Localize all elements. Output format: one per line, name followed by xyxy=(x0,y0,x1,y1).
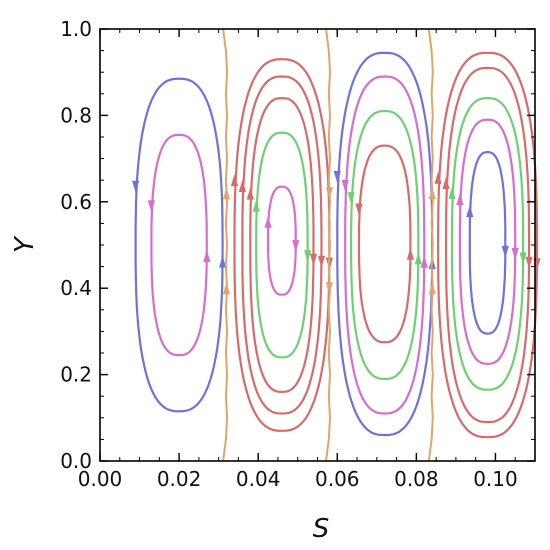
flow-arrow xyxy=(132,180,140,193)
separatrix-arrow xyxy=(325,282,333,295)
y-tick-label: 0.2 xyxy=(60,363,92,387)
flow-arrow xyxy=(347,192,355,205)
x-tick-label: 0.02 xyxy=(157,467,202,491)
flow-arrow xyxy=(304,250,312,263)
separatrix-arrow xyxy=(428,282,436,295)
flow-arrow xyxy=(511,248,519,260)
plot-area xyxy=(132,28,541,462)
flow-arrow xyxy=(442,177,450,189)
streamline-loop xyxy=(255,131,309,359)
flow-arrow xyxy=(317,255,326,268)
streamline-loop xyxy=(241,75,323,415)
streamline-loop xyxy=(468,150,507,335)
flow-arrow xyxy=(456,193,464,205)
flow-arrow xyxy=(420,255,428,268)
y-tick-label: 0.0 xyxy=(60,449,92,473)
streamline-loop xyxy=(458,118,517,365)
streamline-loop xyxy=(134,77,224,413)
separatrix-line xyxy=(325,28,332,462)
flow-arrow xyxy=(333,171,341,183)
x-tick-label: 0.08 xyxy=(394,467,439,491)
flow-arrow xyxy=(230,174,239,186)
streamline-loop xyxy=(233,58,331,432)
flow-arrow xyxy=(406,247,414,260)
separatrix-line xyxy=(222,28,229,462)
flow-arrow xyxy=(341,180,349,192)
flow-arrow xyxy=(525,256,533,269)
y-tick-label: 0.6 xyxy=(60,190,92,214)
y-axis-title: Y xyxy=(10,235,40,253)
flow-arrow xyxy=(448,186,456,199)
axes: 0.00 0.02 0.04 0.06 0.08 0.10 0.0 0.2 0.4 0.6 0.8 1… xyxy=(60,17,536,491)
streamline-loop xyxy=(336,51,434,437)
x-tick-label: 0.04 xyxy=(236,467,281,491)
flow-arrow xyxy=(434,171,442,184)
flow-arrow xyxy=(466,205,474,218)
separatrix-arrow xyxy=(222,282,231,295)
streamline-loop xyxy=(350,109,420,381)
x-tick-label: 0.10 xyxy=(473,467,518,491)
y-tick-label: 1.0 xyxy=(60,17,92,41)
flow-arrow xyxy=(219,255,227,268)
streamline-loop xyxy=(249,96,315,394)
separatrix-arrow xyxy=(325,187,333,200)
flow-arrow xyxy=(414,252,422,265)
streamline-loop xyxy=(444,66,531,424)
streamline-loop xyxy=(450,96,525,391)
x-tick-label: 0.06 xyxy=(315,467,360,491)
flow-arrow xyxy=(264,215,272,228)
streamline-loop xyxy=(267,185,297,296)
flow-arrow xyxy=(309,253,318,266)
flow-arrow xyxy=(246,187,254,200)
flow-arrow xyxy=(292,240,300,253)
flow-arrow xyxy=(238,180,246,192)
y-tick-label: 0.8 xyxy=(60,103,92,127)
separatrix-line xyxy=(427,28,434,462)
flow-arrow xyxy=(147,200,155,213)
streamline-loop xyxy=(344,75,426,415)
y-tick-label: 0.4 xyxy=(60,276,92,300)
flow-arrow xyxy=(252,199,260,212)
flow-arrow xyxy=(203,250,211,262)
streamline-loop xyxy=(436,51,539,439)
flow-arrow xyxy=(501,245,509,258)
flow-arrow xyxy=(519,252,527,265)
x-axis-title: S xyxy=(313,514,330,544)
streamline-loop xyxy=(150,133,208,357)
streamline-loop xyxy=(357,144,412,344)
separatrix-arrow xyxy=(222,187,231,200)
x-tick-label: 0.00 xyxy=(78,467,123,491)
flow-arrow xyxy=(355,203,363,216)
separatrix-arrow xyxy=(428,187,436,200)
